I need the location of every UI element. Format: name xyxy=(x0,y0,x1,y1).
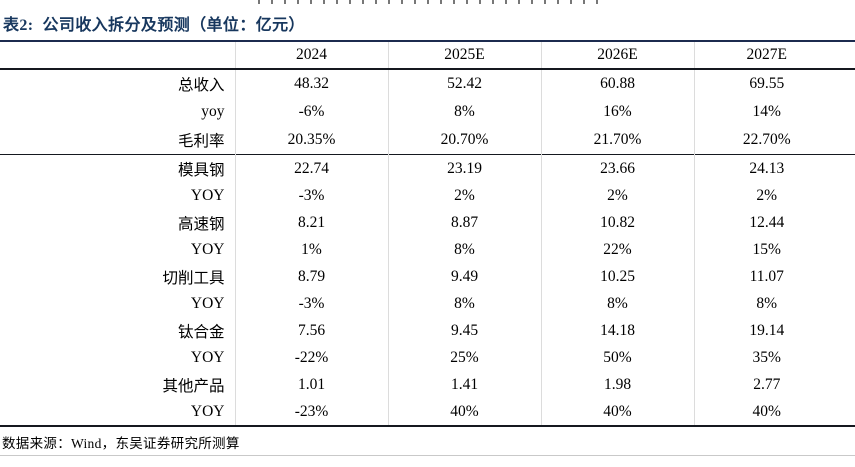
header-row: 2024 2025E 2026E 2027E xyxy=(0,41,855,70)
table-row: YOY 1% 8% 22% 15% xyxy=(0,236,855,263)
table-cell: 22% xyxy=(540,236,694,263)
table-cell: 1.01 xyxy=(234,371,388,398)
header-cell-year: 2025E xyxy=(387,41,541,70)
table-cell: 8% xyxy=(387,290,541,317)
table-cell: 24.13 xyxy=(693,154,855,182)
table-cell: 2% xyxy=(387,182,541,209)
table-row: 切削工具 8.79 9.49 10.25 11.07 xyxy=(0,263,855,290)
table-cell: 1.41 xyxy=(387,371,541,398)
table-title-prefix: 表2: xyxy=(3,17,34,34)
table-row: 钛合金 7.56 9.45 14.18 19.14 xyxy=(0,317,855,344)
header-cell-year: 2027E xyxy=(693,41,855,70)
table-row: YOY -3% 8% 8% 8% xyxy=(0,290,855,317)
table-cell: 14.18 xyxy=(540,317,694,344)
table-cell: 8% xyxy=(540,290,694,317)
table-cell: 50% xyxy=(540,344,694,371)
table-cell: 1% xyxy=(234,236,388,263)
table-row: 其他产品 1.01 1.41 1.98 2.77 xyxy=(0,371,855,398)
table-cell: 8% xyxy=(387,236,541,263)
table-cell: 21.70% xyxy=(540,126,694,155)
table-cell: 19.14 xyxy=(693,317,855,344)
table-cell: 25% xyxy=(387,344,541,371)
table-cell: 8% xyxy=(387,98,541,126)
table-row: 总收入 48.32 52.42 60.88 69.55 xyxy=(0,69,855,98)
row-label: 高速钢 xyxy=(177,215,225,233)
table-cell: 9.45 xyxy=(387,317,541,344)
table-cell: 9.49 xyxy=(387,263,541,290)
table-cell: 23.66 xyxy=(540,154,694,182)
bottom-divider xyxy=(0,455,855,456)
table-row: 模具钢 22.74 23.19 23.66 24.13 xyxy=(0,154,855,182)
table-cell: 48.32 xyxy=(234,69,388,98)
table-cell: 40% xyxy=(693,398,855,427)
table-row: YOY -23% 40% 40% 40% xyxy=(0,398,855,427)
row-label: YOY xyxy=(190,186,225,204)
header-cell-empty xyxy=(0,41,235,70)
table-cell: 8.79 xyxy=(234,263,388,290)
table-cell: 20.35% xyxy=(234,126,388,155)
table-cell: 15% xyxy=(693,236,855,263)
table-cell: 22.70% xyxy=(693,126,855,155)
row-label: 毛利率 xyxy=(177,133,225,150)
table-cell: 40% xyxy=(540,398,694,427)
table-cell: 2.77 xyxy=(693,371,855,398)
row-label: 模具钢 xyxy=(0,154,235,182)
header-cell-year: 2024 xyxy=(234,41,388,70)
row-label: YOY xyxy=(0,398,235,427)
table-cell: -6% xyxy=(234,98,388,126)
table-cell: 10.82 xyxy=(540,209,694,236)
table-title: 表2: 公司收入拆分及预测（单位：亿元） xyxy=(3,11,305,35)
table-cell: 22.74 xyxy=(234,154,388,182)
table-cell: 11.07 xyxy=(693,263,855,290)
header-cell-year: 2026E xyxy=(540,41,694,70)
revenue-table: 2024 2025E 2026E 2027E 总收入 48.32 52.42 60.88 69… xyxy=(0,40,855,427)
row-label: 钛合金 xyxy=(177,323,225,341)
table-cell: 2% xyxy=(540,182,694,209)
table-cell: 8% xyxy=(693,290,855,317)
table-cell: 8.21 xyxy=(234,209,388,236)
table-cell: 10.25 xyxy=(540,263,694,290)
table-cell: 52.42 xyxy=(387,69,541,98)
table-row: 高速钢 8.21 8.87 10.82 12.44 xyxy=(0,209,855,236)
table-cell: 2% xyxy=(693,182,855,209)
table-cell: 35% xyxy=(693,344,855,371)
row-label: yoy xyxy=(201,103,225,120)
row-label: 其他产品 xyxy=(162,377,225,395)
table-cell: 8.87 xyxy=(387,209,541,236)
row-label: 总收入 xyxy=(177,77,225,94)
table-title-text: 公司收入拆分及预测（单位：亿元） xyxy=(42,17,305,34)
table-cell: 12.44 xyxy=(693,209,855,236)
source-note: 数据来源：Wind，东吴证券研究所测算 xyxy=(2,436,240,451)
table-row: YOY -22% 25% 50% 35% xyxy=(0,344,855,371)
table-cell: 1.98 xyxy=(540,371,694,398)
row-label: YOY xyxy=(190,240,225,258)
row-label: YOY xyxy=(190,348,225,366)
table-cell: -23% xyxy=(234,398,388,427)
table-row: yoy -6% 8% 16% 14% xyxy=(0,98,855,126)
table-cell: 7.56 xyxy=(234,317,388,344)
table-cell: 40% xyxy=(387,398,541,427)
table-cell: 69.55 xyxy=(693,69,855,98)
table-cell: -3% xyxy=(234,182,388,209)
table-cell: 16% xyxy=(540,98,694,126)
table-cell: 60.88 xyxy=(540,69,694,98)
table-cell: -22% xyxy=(234,344,388,371)
cropped-text-fragment xyxy=(258,0,598,4)
table-cell: 14% xyxy=(693,98,855,126)
table-cell: 23.19 xyxy=(387,154,541,182)
row-label: YOY xyxy=(190,294,225,312)
table-row: YOY -3% 2% 2% 2% xyxy=(0,182,855,209)
row-label: 切削工具 xyxy=(162,269,225,287)
table-cell: -3% xyxy=(234,290,388,317)
table-cell: 20.70% xyxy=(387,126,541,155)
table-row: 毛利率 20.35% 20.70% 21.70% 22.70% xyxy=(0,126,855,155)
